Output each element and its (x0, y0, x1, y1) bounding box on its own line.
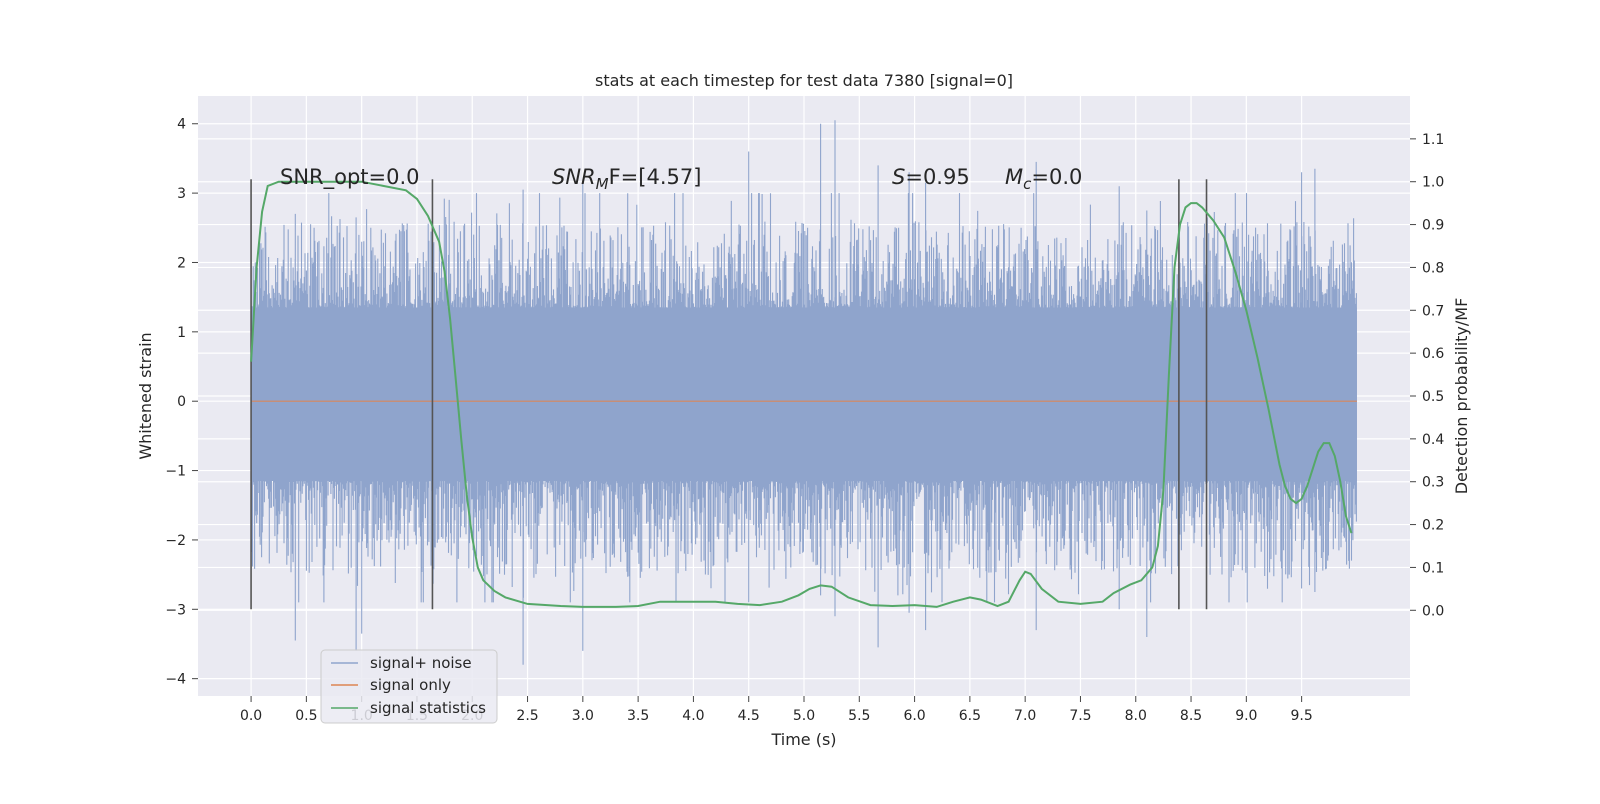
y-left-tick-label: 4 (177, 117, 186, 133)
y-left-tick-label: 1 (177, 325, 186, 341)
x-axis-label: Time (s) (770, 730, 836, 749)
x-tick-label: 9.5 (1290, 708, 1312, 724)
y-left-tick-label: 0 (177, 394, 186, 410)
x-tick-label: 7.0 (1014, 708, 1036, 724)
signal-statistics-line (250, 180, 1353, 608)
x-tick-label: 3.5 (627, 708, 649, 724)
x-tick-label: 7.5 (1069, 708, 1091, 724)
annotation-snr-mf-rest: F=[4.57] (609, 165, 702, 189)
y-left-tick-label: −2 (165, 533, 186, 549)
y-left-tick-label: −3 (165, 602, 186, 618)
legend-label-signal-only: signal only (370, 676, 451, 694)
y-right-tick-label: 0.5 (1422, 389, 1444, 405)
y-right-tick-label: 1.1 (1422, 132, 1444, 148)
y-right-tick-label: 0.2 (1422, 518, 1444, 534)
x-tick-label: 2.5 (516, 708, 538, 724)
legend-label-signal-noise: signal+ noise (370, 654, 472, 672)
signal-statistics-series (250, 180, 1353, 608)
vertical-markers (250, 179, 1208, 610)
annotation-s-value: =0.95 (905, 165, 969, 189)
y-right-tick-label: 0.9 (1422, 218, 1444, 234)
annotation-snr-mf-main: SNR (552, 165, 596, 189)
y-left-tick-label: 3 (177, 186, 186, 202)
x-tick-label: 0.5 (295, 708, 317, 724)
y-right-tick-label: 1.0 (1422, 175, 1444, 191)
y-left-tick-label: −1 (165, 464, 186, 480)
x-tick-label: 0.0 (240, 708, 262, 724)
annotation-mc-sub: c (1023, 175, 1032, 193)
annotation-s-label: S (892, 165, 905, 189)
annotation-mc-main: M (1005, 165, 1023, 189)
annotation-snr-mf-sub: M (596, 175, 609, 193)
y-right-tick-label: 0.8 (1422, 260, 1444, 276)
legend: signal+ noise signal only signal statist… (320, 649, 498, 724)
y-right-tick-label: 0.6 (1422, 346, 1444, 362)
annotation-snr-mf: SNRMF=[4.57] (552, 165, 701, 193)
chart-title: stats at each timestep for test data 738… (595, 71, 1013, 90)
legend-box (320, 649, 498, 724)
y-right-tick-label: 0.3 (1422, 475, 1444, 491)
annotation-mc-value: =0.0 (1031, 165, 1082, 189)
y-left-tick-label: −4 (165, 672, 186, 688)
y-left-axis-ticks: −4 −3 −2 −1 0 1 2 3 4 (165, 117, 198, 688)
signal-noise-series (250, 120, 1357, 665)
x-tick-label: 6.5 (959, 708, 981, 724)
x-tick-label: 5.5 (848, 708, 870, 724)
y-right-tick-label: 0.4 (1422, 432, 1444, 448)
x-tick-label: 4.0 (682, 708, 704, 724)
x-tick-label: 9.0 (1235, 708, 1257, 724)
x-tick-label: 8.5 (1180, 708, 1202, 724)
annotation-mc: Mc=0.0 (1005, 165, 1082, 193)
annotation-snr-opt: SNR_opt=0.0 (280, 165, 420, 190)
y-right-tick-label: 0.7 (1422, 303, 1444, 319)
y-right-axis-label: Detection probability/MF (1452, 298, 1471, 495)
y-right-tick-label: 0.1 (1422, 560, 1444, 576)
x-tick-label: 4.5 (738, 708, 760, 724)
legend-label-signal-statistics: signal statistics (370, 699, 486, 717)
x-tick-label: 3.0 (572, 708, 594, 724)
x-tick-label: 8.0 (1125, 708, 1147, 724)
x-tick-label: 5.0 (793, 708, 815, 724)
y-left-axis-label: Whitened strain (136, 332, 155, 459)
annotation-s: S=0.95 (892, 165, 970, 189)
x-tick-label: 6.0 (903, 708, 925, 724)
y-right-tick-label: 0.0 (1422, 603, 1444, 619)
y-right-axis-ticks: 0.0 0.1 0.2 0.3 0.4 0.5 0.6 0.7 0.8 0.9 1.0 1.1 (1410, 132, 1444, 619)
y-left-tick-label: 2 (177, 255, 186, 271)
